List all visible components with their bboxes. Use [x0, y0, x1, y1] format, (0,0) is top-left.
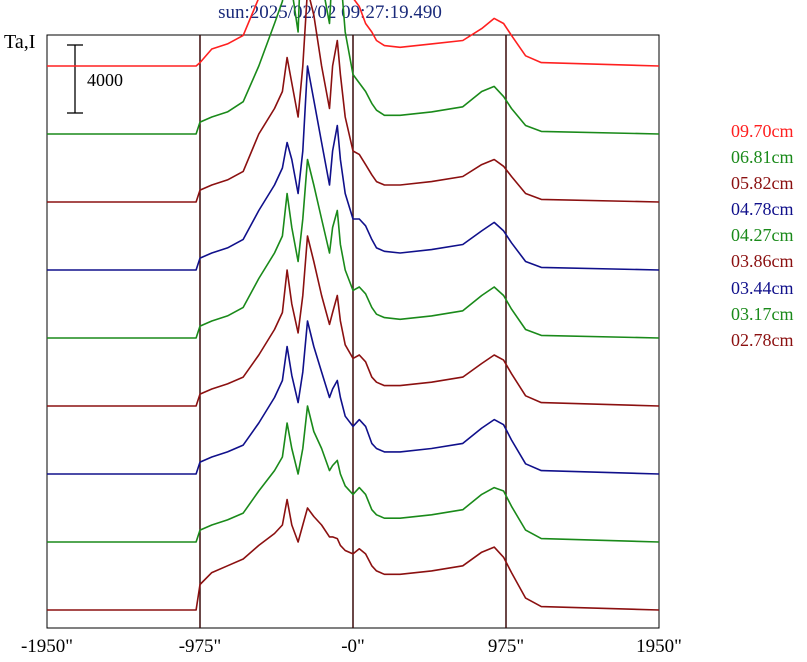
scale-bar-label: 4000 — [87, 70, 123, 90]
y-axis-label: Ta,I — [4, 31, 36, 53]
legend-entry: 02.78cm — [731, 329, 794, 350]
legend-entry: 03.17cm — [731, 303, 794, 324]
series-line-0 — [47, 0, 660, 67]
series-line-3 — [47, 65, 660, 271]
legend-entry: 06.81cm — [731, 147, 794, 168]
series-line-6 — [47, 320, 660, 475]
series-line-1 — [47, 0, 660, 135]
series-line-5 — [47, 235, 660, 407]
legend-entry: 04.78cm — [731, 199, 794, 220]
legend-entry: 04.27cm — [731, 225, 794, 246]
series-line-4 — [47, 158, 660, 339]
x-tick-label: 1950" — [636, 636, 682, 657]
x-tick-label: 975" — [487, 636, 525, 657]
series-line-7 — [47, 405, 660, 543]
x-tick-label: -975" — [178, 636, 222, 657]
series-line-2 — [47, 0, 660, 203]
series-line-8 — [47, 498, 660, 611]
x-tick-label: -0" — [341, 636, 365, 657]
scale-bar: 4000 — [67, 44, 123, 114]
legend-entry: 03.86cm — [731, 251, 794, 272]
legend: 09.70cm 06.81cm 05.82cm 04.78cm 04.27cm 03.86… — [731, 118, 794, 353]
legend-entry: 05.82cm — [731, 173, 794, 194]
x-tick-label: -1950" — [20, 636, 74, 657]
legend-entry: 09.70cm — [731, 121, 794, 141]
legend-entry: 03.44cm — [731, 277, 794, 298]
